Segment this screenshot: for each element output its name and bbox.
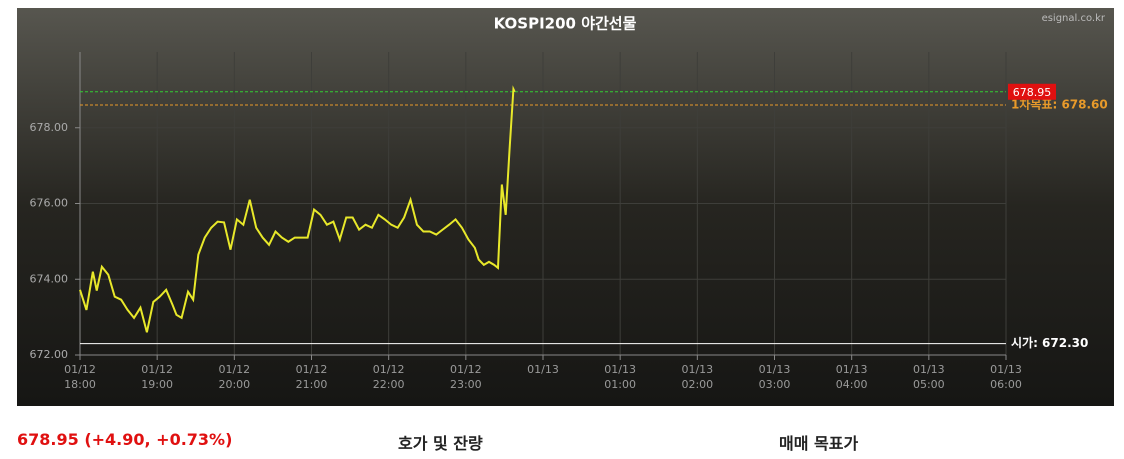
chart-title: KOSPI200 야간선물 [494, 15, 637, 33]
tab[interactable]: 호가 및 잔량 [398, 434, 483, 453]
x-tick-label: 01/12 23:00 [449, 363, 482, 391]
background [17, 8, 1114, 406]
x-tick-label: 01/12 20:00 [218, 363, 251, 391]
price-tag-label: 678.95 [1013, 86, 1052, 99]
x-tick-label: 01/13 [527, 363, 559, 376]
price-line [79, 85, 516, 333]
y-tick-label: 672.00 [30, 348, 69, 361]
x-tick-label: 01/13 02:00 [681, 363, 714, 391]
y-tick-label: 674.00 [30, 272, 69, 285]
quote: 678.95 (+4.90, +0.73%) [17, 430, 233, 449]
price-tag [1008, 83, 1056, 100]
x-tick-label: 01/12 18:00 [64, 363, 96, 391]
x-tick-label: 01/13 05:00 [912, 363, 945, 391]
reference-label: 1차목표: 678.60 [1011, 97, 1108, 112]
x-tick-label: 01/12 19:00 [141, 363, 173, 391]
chart-panel: KOSPI200 야간선물 esignal.co.kr 672.00 674.00… [17, 8, 1114, 406]
x-tick-label: 01/13 04:00 [835, 363, 868, 391]
x-tick-label: 01/12 22:00 [372, 363, 405, 391]
chart: KOSPI200 야간선물 esignal.co.kr 672.00 674.00… [17, 8, 1114, 406]
source: esignal.co.kr [1042, 13, 1106, 24]
x-tick-label: 01/12 21:00 [295, 363, 328, 391]
x-tick-label: 01/13 03:00 [758, 363, 791, 391]
y-tick-label: 678.00 [30, 121, 69, 134]
x-tick-label: 01/13 01:00 [604, 363, 636, 391]
x-tick-label: 01/13 06:00 [990, 363, 1022, 391]
reference-label: 시가: 672.30 [1011, 335, 1088, 350]
y-tick-label: 676.00 [30, 197, 69, 210]
tab[interactable]: 매매 목표가 [779, 434, 859, 453]
